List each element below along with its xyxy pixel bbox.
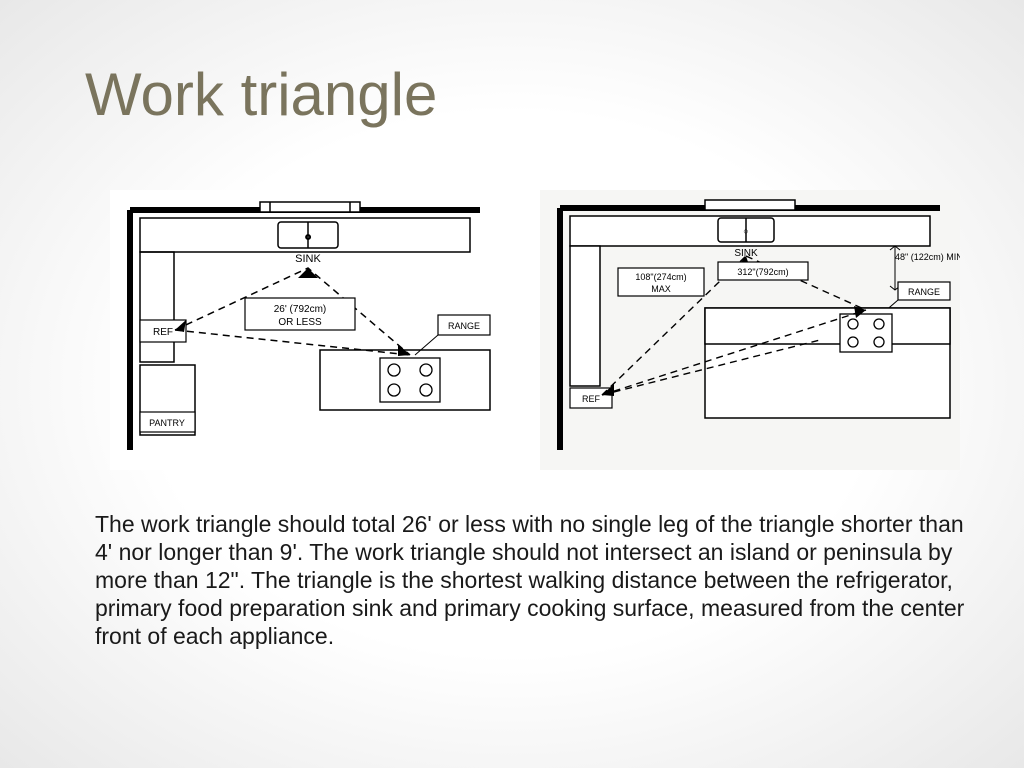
pantry-label: PANTRY xyxy=(149,418,185,428)
dim-48: 48" (122cm) MIN xyxy=(895,252,960,262)
page-title: Work triangle xyxy=(85,60,437,129)
diagram-right-svg: ○ SINK 48" (122cm) MIN RANGE xyxy=(540,190,960,470)
slide: Work triangle xyxy=(0,0,1024,768)
dim-26-b: OR LESS xyxy=(278,317,322,328)
ref-label-left: REF xyxy=(153,327,173,338)
sink-icon-r: ○ xyxy=(743,226,748,236)
sink-label-left: SINK xyxy=(295,253,321,265)
dim-108b: MAX xyxy=(651,284,671,294)
diagram-right: ○ SINK 48" (122cm) MIN RANGE xyxy=(540,190,960,470)
sink-icon-label: ○ xyxy=(305,232,311,243)
body-paragraph: The work triangle should total 26' or le… xyxy=(95,510,970,650)
diagrams-row: ○ SINK REF PANTRY xyxy=(110,190,960,475)
dim-108a: 108"(274cm) xyxy=(635,272,686,282)
range-label-left: RANGE xyxy=(448,321,480,331)
diagram-left: ○ SINK REF PANTRY xyxy=(110,190,500,470)
range-label-r: RANGE xyxy=(908,287,940,297)
ref-label-r: REF xyxy=(582,394,601,404)
dim-312: 312"(792cm) xyxy=(737,267,788,277)
dim-26-a: 26' (792cm) xyxy=(274,304,327,315)
diagram-left-svg: ○ SINK REF PANTRY xyxy=(110,190,500,470)
